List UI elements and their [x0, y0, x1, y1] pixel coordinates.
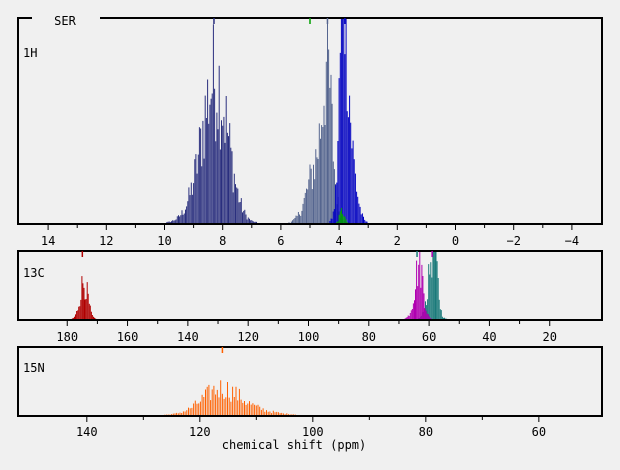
x-tick-label: 0 — [452, 234, 459, 248]
x-tick-label: 160 — [117, 330, 139, 344]
x-tick-label: 100 — [298, 330, 320, 344]
x-tick-label: 140 — [76, 425, 98, 439]
x-tick-label: 8 — [219, 234, 226, 248]
x-tick-label: 60 — [532, 425, 546, 439]
panel-15n-label: 15N — [23, 361, 45, 375]
x-tick-label: 20 — [543, 330, 557, 344]
panel-13c-bars: 180 160 140 120 100 80 60 40 20 — [56, 251, 557, 344]
x-axis-label: chemical shift (ppm) — [222, 438, 367, 452]
panel-1h-label: 1H — [23, 46, 37, 60]
panel-15n-bars: 140 120 100 80 60 — [76, 347, 546, 439]
x-tick-label: 60 — [422, 330, 436, 344]
x-tick-label: 10 — [157, 234, 171, 248]
x-tick-label: 14 — [41, 234, 55, 248]
panel-13c-label: 13C — [23, 266, 45, 280]
x-tick-label: −4 — [565, 234, 579, 248]
x-tick-label: 100 — [302, 425, 324, 439]
x-tick-label: −2 — [506, 234, 520, 248]
panel-1h-bars: 14 12 10 8 6 4 2 0 −2 −4 — [41, 18, 579, 248]
x-tick-label: 120 — [189, 425, 211, 439]
panel-13c-frame — [17, 250, 603, 321]
x-tick-label: 4 — [335, 234, 342, 248]
panel-15n-frame — [17, 346, 603, 417]
x-tick-label: 40 — [482, 330, 496, 344]
x-tick-label: 120 — [237, 330, 259, 344]
x-tick-label: 80 — [362, 330, 376, 344]
x-tick-label: 2 — [394, 234, 401, 248]
x-tick-label: 6 — [277, 234, 284, 248]
chart-title: SER — [54, 14, 76, 28]
title-gap — [32, 14, 100, 22]
x-tick-label: 12 — [99, 234, 113, 248]
x-tick-label: 80 — [419, 425, 433, 439]
x-tick-label: 180 — [56, 330, 78, 344]
x-tick-label: 140 — [177, 330, 199, 344]
